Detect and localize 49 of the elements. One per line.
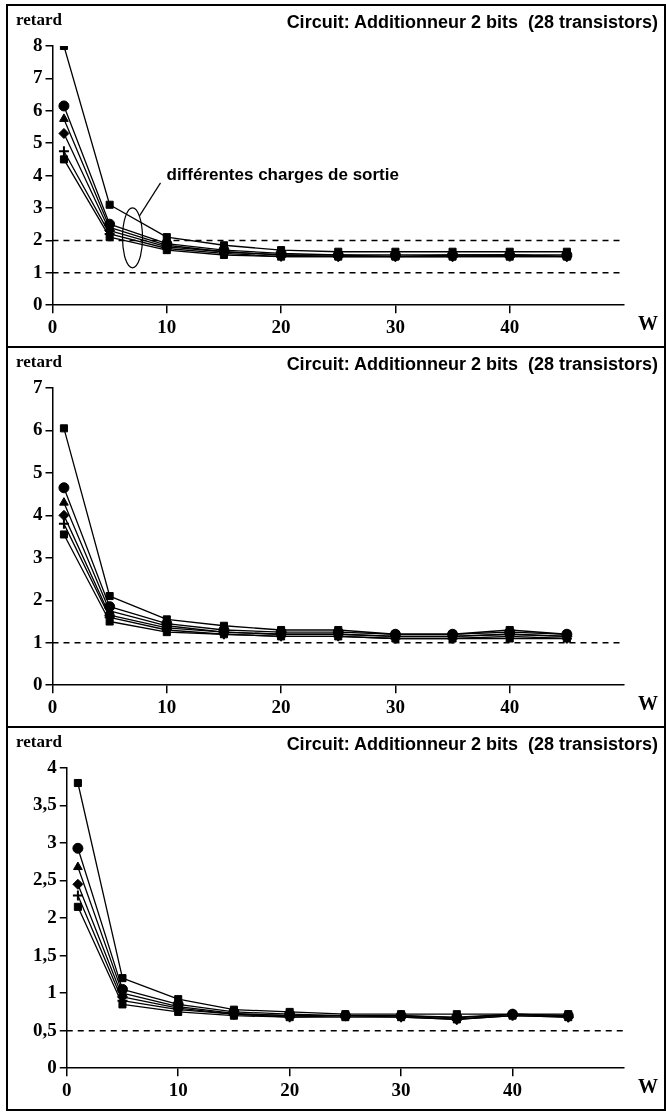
x-tick-label: 20 bbox=[271, 315, 291, 337]
y-tick-label: 3 bbox=[33, 545, 43, 567]
y-tick-label: 3 bbox=[47, 830, 57, 852]
y-tick-label: 0 bbox=[33, 293, 43, 315]
y-tick-label: 4 bbox=[33, 163, 43, 185]
x-tick-label: 40 bbox=[500, 315, 520, 337]
y-tick-label: 5 bbox=[33, 131, 43, 153]
y-tick-label: 5 bbox=[33, 460, 43, 482]
y-tick-label: 4 bbox=[47, 755, 58, 777]
y-tick-label: 3,5 bbox=[33, 793, 57, 815]
x-tick-label: 0 bbox=[62, 1078, 72, 1100]
y-axis-title: retard bbox=[16, 351, 63, 371]
x-axis-title: W bbox=[638, 312, 658, 335]
y-tick-label: 8 bbox=[33, 33, 43, 55]
x-tick-label: 10 bbox=[157, 315, 177, 337]
y-tick-label: 6 bbox=[33, 418, 43, 440]
y-tick-label: 2 bbox=[33, 228, 43, 250]
x-tick-label: 10 bbox=[168, 1078, 188, 1100]
y-tick-label: 4 bbox=[33, 503, 43, 525]
chart-title: Circuit: Additionneur 2 bits (28 transistors) bbox=[286, 353, 658, 374]
annotation: différentes charges de sortie bbox=[166, 165, 399, 185]
chart-title: Circuit: Additionneur 2 bits (28 transistors) bbox=[286, 11, 658, 32]
y-tick-label: 7 bbox=[33, 66, 43, 88]
y-tick-label: 0 bbox=[47, 1056, 57, 1078]
y-tick-label: 3 bbox=[33, 195, 43, 217]
x-tick-label: 40 bbox=[500, 695, 520, 717]
y-axis-title: retard bbox=[16, 731, 63, 751]
chart-title: Circuit: Additionneur 2 bits (28 transistors) bbox=[286, 733, 658, 754]
x-axis-title: W bbox=[638, 692, 658, 715]
x-tick-label: 10 bbox=[157, 695, 177, 717]
y-tick-label: 0,5 bbox=[33, 1018, 57, 1040]
y-tick-label: 1 bbox=[33, 260, 43, 282]
y-tick-label: 2 bbox=[47, 906, 57, 928]
y-tick-label: 7 bbox=[33, 375, 43, 397]
y-tick-label: 1 bbox=[33, 630, 43, 652]
y-tick-label: 2,5 bbox=[33, 868, 57, 890]
y-tick-label: 1 bbox=[47, 981, 57, 1003]
x-tick-label: 40 bbox=[503, 1078, 523, 1100]
x-tick-label: 20 bbox=[271, 695, 291, 717]
x-tick-label: 20 bbox=[280, 1078, 300, 1100]
y-tick-label: 1,5 bbox=[33, 943, 57, 965]
x-tick-label: 30 bbox=[385, 315, 405, 337]
y-tick-label: 2 bbox=[33, 588, 43, 610]
x-axis-title: W bbox=[638, 1075, 658, 1098]
y-axis-title: retard bbox=[16, 9, 63, 29]
y-tick-label: 0 bbox=[33, 673, 43, 695]
x-tick-label: 30 bbox=[391, 1078, 411, 1100]
y-tick-label: 6 bbox=[33, 98, 43, 120]
x-tick-label: 30 bbox=[385, 695, 405, 717]
